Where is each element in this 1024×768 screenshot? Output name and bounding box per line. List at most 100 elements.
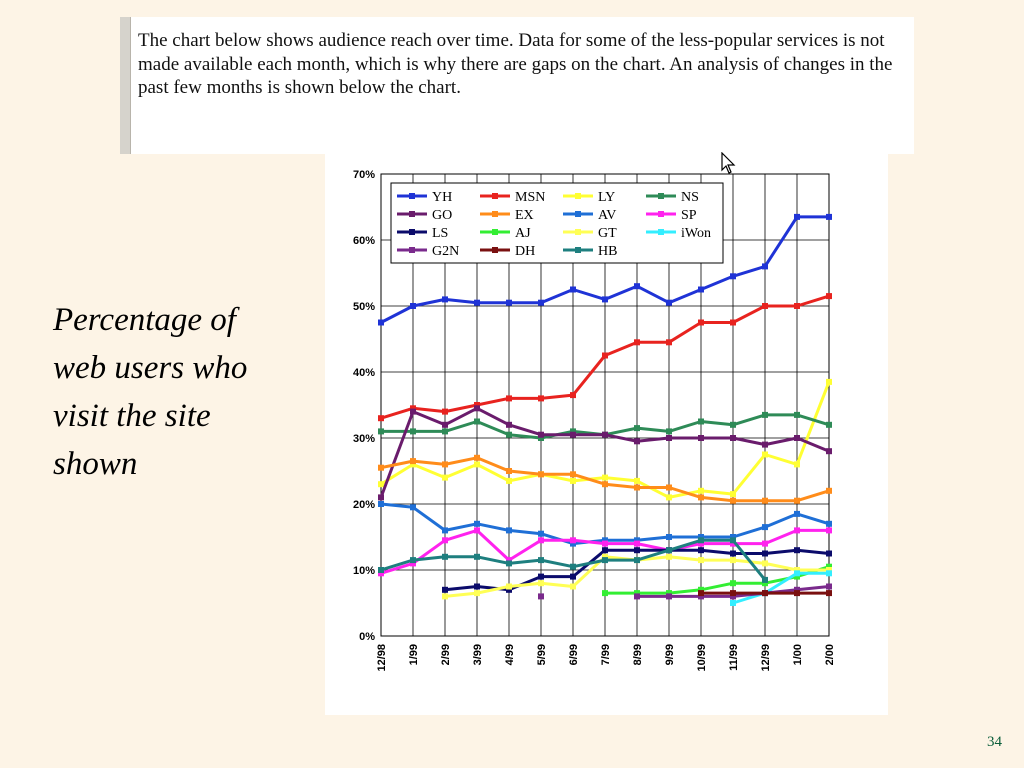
series-ex-point bbox=[506, 468, 512, 474]
legend-aj-label: AJ bbox=[515, 226, 531, 241]
series-ns-point bbox=[666, 428, 672, 435]
series-gt-point bbox=[698, 557, 704, 564]
series-ls-point bbox=[474, 583, 480, 590]
series-ls-point bbox=[826, 550, 832, 557]
series-iwon-line bbox=[732, 571, 829, 605]
series-hb-point bbox=[698, 537, 704, 544]
x-tick-label: 12/98 bbox=[376, 644, 388, 672]
series-gt-point bbox=[826, 567, 832, 573]
series-msn-point bbox=[442, 408, 448, 415]
legend-sp-label: SP bbox=[681, 208, 697, 223]
legend-iwon-marker bbox=[658, 229, 664, 235]
y-tick-label: 10% bbox=[353, 565, 375, 577]
series-go-point bbox=[666, 435, 672, 441]
series-hb-point bbox=[762, 576, 768, 583]
series-yh-point bbox=[794, 213, 800, 220]
series-hb-point bbox=[506, 560, 512, 567]
x-tick-label: 12/99 bbox=[760, 644, 772, 672]
series-msn-point bbox=[634, 339, 640, 346]
series-gt-point bbox=[474, 590, 480, 597]
legend-go-marker bbox=[409, 211, 415, 217]
series-dh-point bbox=[698, 590, 704, 597]
series-go-point bbox=[826, 448, 832, 455]
series-sp-point bbox=[538, 537, 544, 544]
series-go-point bbox=[378, 494, 384, 501]
series-gt-point bbox=[794, 567, 800, 573]
x-tick-label: 11/99 bbox=[728, 644, 740, 671]
series-ex-point bbox=[570, 471, 576, 478]
series-ls-point bbox=[698, 547, 704, 554]
y-tick-label: 70% bbox=[353, 169, 375, 181]
series-ns-point bbox=[794, 411, 800, 418]
series-ex-point bbox=[474, 454, 480, 461]
series-msn-point bbox=[506, 395, 512, 402]
series-msn-point bbox=[410, 405, 416, 412]
series-dh-point bbox=[826, 590, 832, 597]
series-sp-point bbox=[698, 540, 704, 547]
series-sp-point bbox=[730, 540, 736, 547]
series-ex-point bbox=[602, 481, 608, 488]
series-gt-point bbox=[730, 557, 736, 564]
series-sp-point bbox=[570, 537, 576, 544]
series-iwon-point bbox=[730, 600, 736, 606]
series-aj-point bbox=[634, 590, 640, 597]
series-aj-point bbox=[794, 573, 800, 580]
series-ex-point bbox=[442, 461, 448, 468]
intro-text: The chart below shows audience reach ove… bbox=[138, 30, 893, 98]
series-yh-point bbox=[826, 213, 832, 220]
x-tick-label: 6/99 bbox=[568, 644, 580, 665]
series-av-point bbox=[826, 520, 832, 527]
series-dh-point bbox=[730, 590, 736, 597]
series-aj-point bbox=[762, 580, 768, 587]
series-sp-point bbox=[762, 540, 768, 547]
series-sp-point bbox=[602, 540, 608, 547]
series-yh-point bbox=[602, 296, 608, 303]
series-ns-point bbox=[634, 425, 640, 432]
x-tick-label: 1/00 bbox=[792, 644, 804, 665]
series-go-point bbox=[698, 435, 704, 441]
series-gt-point bbox=[762, 560, 768, 567]
series-go-point bbox=[794, 435, 800, 441]
series-sp-point bbox=[410, 560, 416, 567]
series-ly-point bbox=[378, 481, 384, 488]
series-iwon-point bbox=[826, 570, 832, 577]
series-av-point bbox=[506, 527, 512, 534]
chart-panel: 0% 10% 20% 30% 40% 50% 60% 70% 12/98 1/99 2/99 3/99… bbox=[325, 154, 888, 715]
series-gt-point bbox=[570, 583, 576, 590]
series-g2n-point bbox=[826, 583, 832, 590]
y-tick-label: 40% bbox=[353, 367, 375, 379]
legend-ns-label: NS bbox=[681, 190, 699, 205]
series-ns-point bbox=[410, 428, 416, 435]
series-ly-point bbox=[794, 461, 800, 468]
series-ly-point bbox=[730, 491, 736, 498]
series-aj-point bbox=[730, 580, 736, 587]
legend-ly-label: LY bbox=[598, 190, 615, 205]
legend-av-label: AV bbox=[598, 208, 616, 223]
series-ly-point bbox=[826, 378, 832, 385]
series-aj-point bbox=[826, 563, 832, 570]
series-gt-point bbox=[506, 583, 512, 590]
series-sp-point bbox=[634, 540, 640, 547]
legend-ls-marker bbox=[409, 229, 415, 235]
series-yh-point bbox=[410, 303, 416, 309]
legend-msn-marker bbox=[492, 193, 498, 199]
series-go-point bbox=[506, 421, 512, 428]
series-ns-point bbox=[698, 418, 704, 425]
series-g2n-point bbox=[634, 593, 640, 600]
series-iwon-point bbox=[794, 570, 800, 577]
series-go-point bbox=[474, 405, 480, 412]
series-ex-point bbox=[538, 471, 544, 478]
series-sp-point bbox=[378, 570, 384, 577]
series-go-point bbox=[538, 431, 544, 438]
y-tick-label: 20% bbox=[353, 499, 375, 511]
series-ls-point bbox=[762, 550, 768, 557]
series-ly-point bbox=[570, 477, 576, 484]
x-tick-label: 9/99 bbox=[664, 644, 676, 665]
series-dh-point bbox=[762, 590, 768, 597]
series-ls-point bbox=[730, 550, 736, 557]
legend-ly-marker bbox=[575, 193, 581, 199]
series-hb-point bbox=[474, 553, 480, 560]
series-ls-point bbox=[602, 547, 608, 554]
series-ly-point bbox=[666, 494, 672, 501]
intro-textbox: The chart below shows audience reach ove… bbox=[120, 17, 914, 154]
